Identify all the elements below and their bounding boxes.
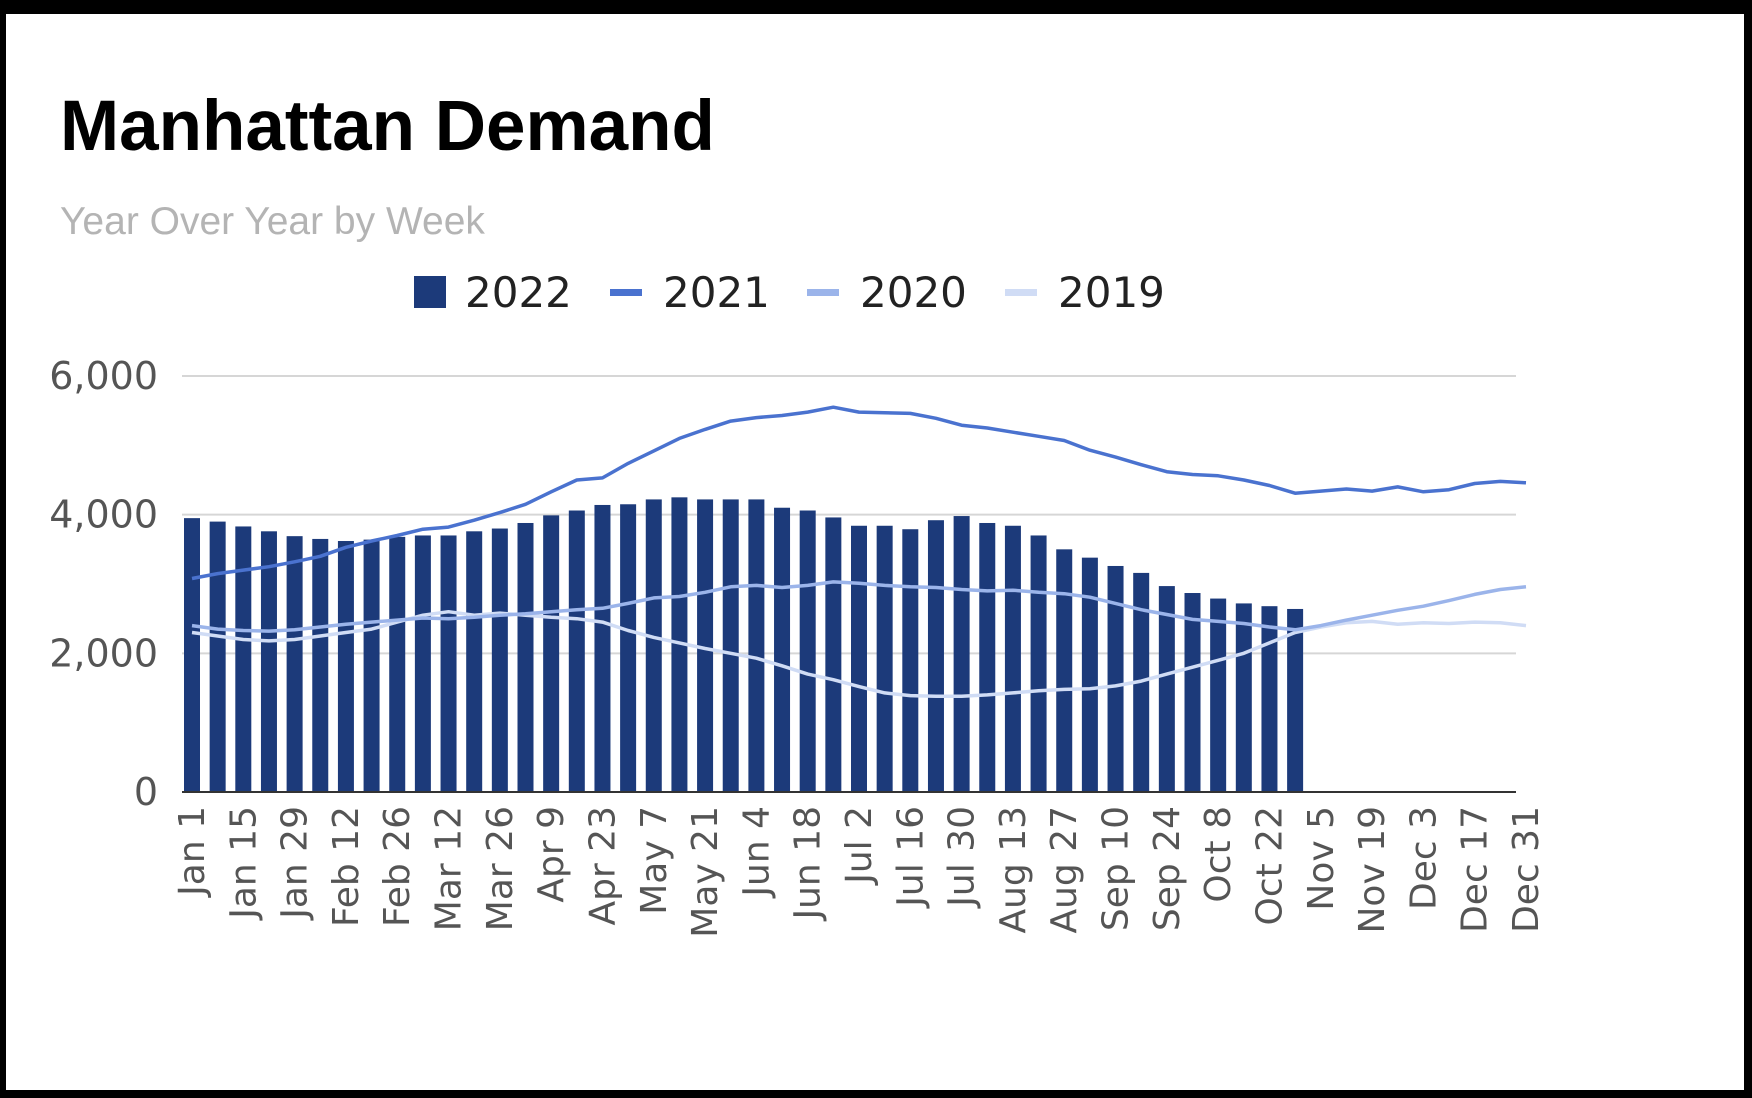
legend-swatch-2022: [414, 276, 446, 308]
legend-label-2022: 2022: [465, 268, 572, 317]
bar-2022: [774, 507, 791, 792]
bar-series: [184, 497, 1304, 792]
x-tick-label: Mar 12: [429, 806, 470, 931]
x-tick-label: Jan 1: [172, 806, 213, 898]
y-tick-label: 2,000: [49, 631, 158, 675]
x-tick-label: Oct 22: [1250, 806, 1291, 926]
x-tick-label: Jun 18: [788, 806, 829, 922]
x-tick-label: Jul 16: [890, 806, 931, 909]
bar-2022: [337, 541, 354, 792]
bar-2022: [1158, 586, 1175, 792]
x-tick-label: Apr 9: [531, 806, 572, 903]
bar-2022: [1004, 525, 1021, 792]
bar-2022: [466, 531, 483, 792]
bar-2022: [209, 521, 226, 792]
x-tick-label: Jul 30: [942, 806, 983, 909]
bar-2022: [825, 517, 842, 792]
line-2020: [191, 580, 1527, 633]
bar-2022: [799, 510, 816, 792]
x-tick-label: Dec 17: [1455, 806, 1496, 933]
x-tick-label: Feb 12: [326, 806, 367, 927]
bar-2022: [1287, 608, 1304, 792]
bar-2022: [697, 499, 714, 792]
bar-2022: [927, 520, 944, 792]
bar-2022: [722, 499, 739, 792]
bar-2022: [979, 522, 996, 792]
chart: Manhattan Demand Year Over Year by Week …: [49, 87, 1547, 938]
legend-label-2021: 2021: [663, 268, 770, 317]
gridlines: [182, 375, 1516, 655]
bar-2022: [440, 535, 457, 792]
bar-2022: [1081, 557, 1098, 792]
line-series: [191, 405, 1527, 699]
bar-2022: [902, 529, 919, 792]
chart-card: Manhattan Demand Year Over Year by Week …: [6, 14, 1744, 1090]
x-tick-label: Jul 2: [839, 806, 880, 886]
x-tick-label: Dec 3: [1403, 806, 1444, 910]
x-tick-label: Jan 15: [223, 806, 264, 921]
bar-2022: [1261, 606, 1278, 792]
bar-2022: [620, 504, 637, 792]
bar-2022: [568, 510, 585, 792]
bar-2022: [363, 539, 380, 792]
x-tick-label: Apr 23: [583, 806, 624, 926]
x-tick-label: May 7: [634, 806, 675, 915]
bar-2022: [286, 536, 303, 792]
bar-2022: [1056, 549, 1073, 792]
bar-2022: [517, 522, 534, 792]
x-tick-label: Mar 26: [480, 806, 521, 931]
bar-2022: [645, 499, 662, 792]
x-tick-label: Dec 31: [1506, 806, 1547, 933]
line-2021: [191, 405, 1527, 581]
x-tick-label: Jun 4: [736, 806, 777, 899]
bar-2022: [1107, 565, 1124, 792]
x-tick-label: Nov 5: [1301, 806, 1342, 911]
bar-2022: [414, 535, 431, 792]
bar-2022: [235, 526, 252, 792]
x-tick-label: Sep 10: [1096, 806, 1137, 931]
y-tick-label: 4,000: [49, 493, 158, 537]
legend: 2022 2021 2020 2019: [414, 268, 1165, 317]
legend-label-2019: 2019: [1058, 268, 1165, 317]
bar-2022: [1210, 598, 1227, 792]
bar-2022: [851, 525, 867, 792]
bar-2022: [1235, 603, 1252, 792]
x-tick-label: Aug 27: [1044, 806, 1085, 934]
legend-swatch-2020: [807, 289, 839, 296]
bar-2022: [184, 518, 200, 792]
legend-swatch-2021: [610, 289, 642, 296]
bar-2022: [748, 499, 765, 792]
chart-subtitle: Year Over Year by Week: [60, 200, 485, 243]
bar-2022: [1030, 535, 1047, 792]
x-tick-label: Nov 19: [1352, 806, 1393, 934]
bar-2022: [312, 538, 329, 792]
y-tick-label: 6,000: [49, 354, 158, 398]
x-tick-label: Oct 8: [1198, 806, 1239, 903]
x-tick-label: Feb 26: [377, 806, 418, 927]
x-tick-label: Sep 24: [1147, 806, 1188, 931]
x-tick-label: May 21: [685, 806, 726, 938]
y-axis-ticks: 0 2,000 4,000 6,000: [49, 354, 158, 814]
bar-2022: [389, 536, 406, 792]
x-tick-label: Jan 29: [275, 806, 316, 921]
bar-2022: [876, 525, 893, 792]
x-axis-ticks: Jan 1 Jan 15 Jan 29 Feb 12 Feb 26 Mar 12 Mar 2…: [172, 806, 1547, 938]
bar-2022: [1184, 593, 1201, 792]
bar-2022: [491, 528, 508, 792]
bar-2022: [543, 515, 560, 792]
x-tick-label: Aug 13: [993, 806, 1034, 934]
chart-title: Manhattan Demand: [60, 87, 715, 166]
bar-2022: [260, 531, 277, 792]
y-tick-label: 0: [134, 770, 158, 814]
bar-2022: [953, 516, 970, 792]
legend-label-2020: 2020: [860, 268, 967, 317]
bar-2022: [594, 504, 611, 792]
legend-swatch-2019: [1005, 289, 1037, 296]
